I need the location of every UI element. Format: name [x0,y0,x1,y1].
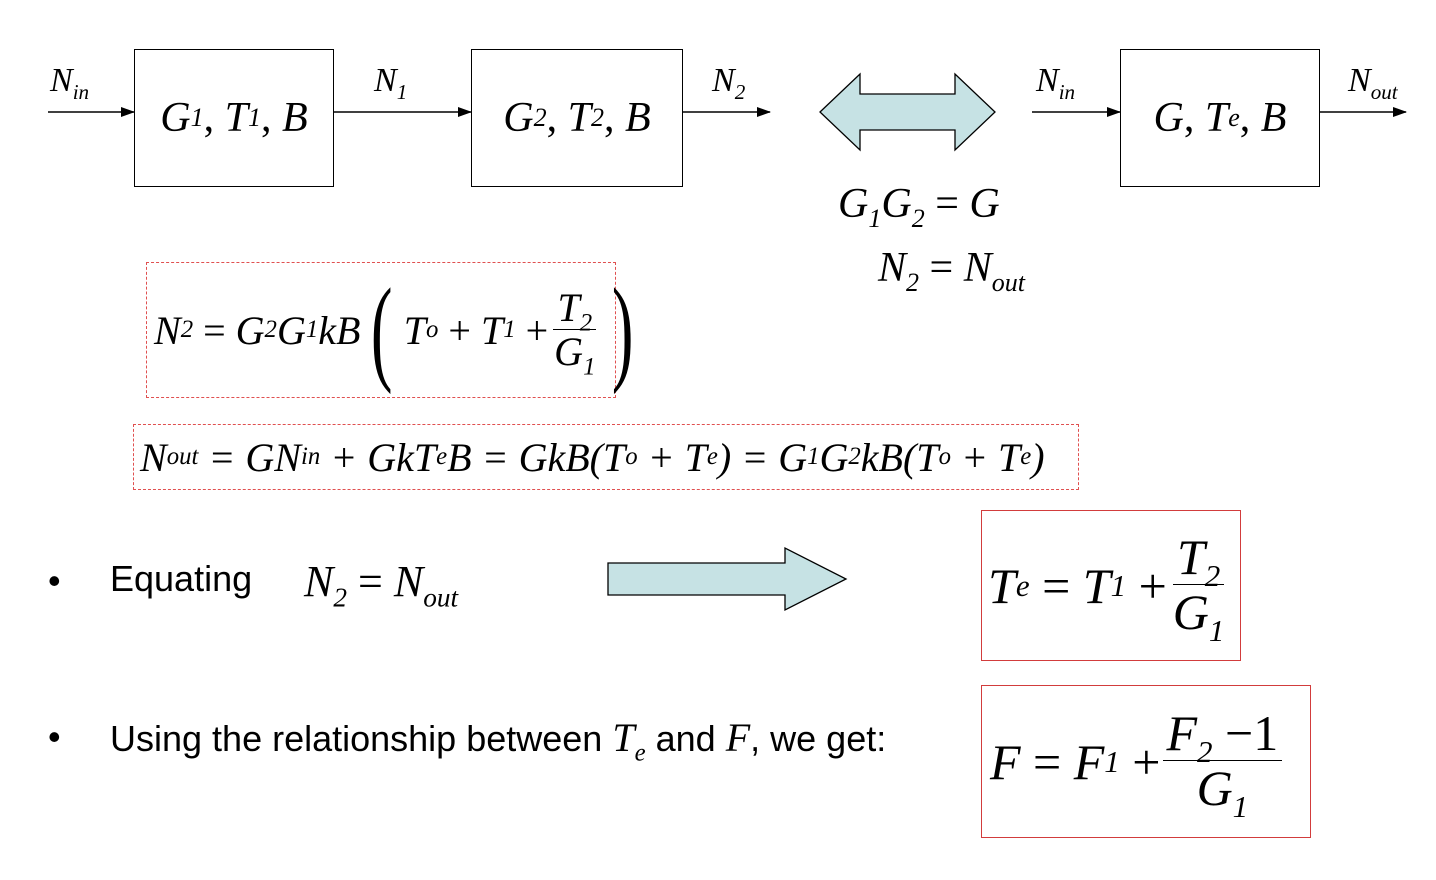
fraction-t2-over-g1: T2 G1 [553,284,597,380]
double-arrow-equivalence [819,72,996,152]
label-n-out: Nout [1348,62,1398,104]
label-n-in-right: Nin [1036,62,1076,104]
result-f-box [981,685,1311,838]
bullet-2-text: Using the relationship between Te and F,… [110,715,887,767]
label-n-in-left: Nin [50,62,90,104]
equivalence-noise: N2 = Nout [878,245,1025,297]
label-n2: N2 [712,62,746,104]
right-arrow-implies [607,546,848,612]
label-n1: N1 [374,62,408,104]
result-te-box [981,510,1241,661]
bullet-1-math: N2 = Nout [304,557,459,613]
equivalence-gain: G1G2 = G [838,181,1000,233]
fraction-f: F2 −1 G1 [1162,707,1283,822]
equation-nout-box [133,424,1079,490]
bullet-2-marker: • [48,716,61,757]
equation-n2-box [146,262,616,398]
fraction-te: T2 G1 [1172,529,1225,648]
bullet-1-marker: • [48,560,61,601]
bullet-1-text: Equating [110,558,253,599]
